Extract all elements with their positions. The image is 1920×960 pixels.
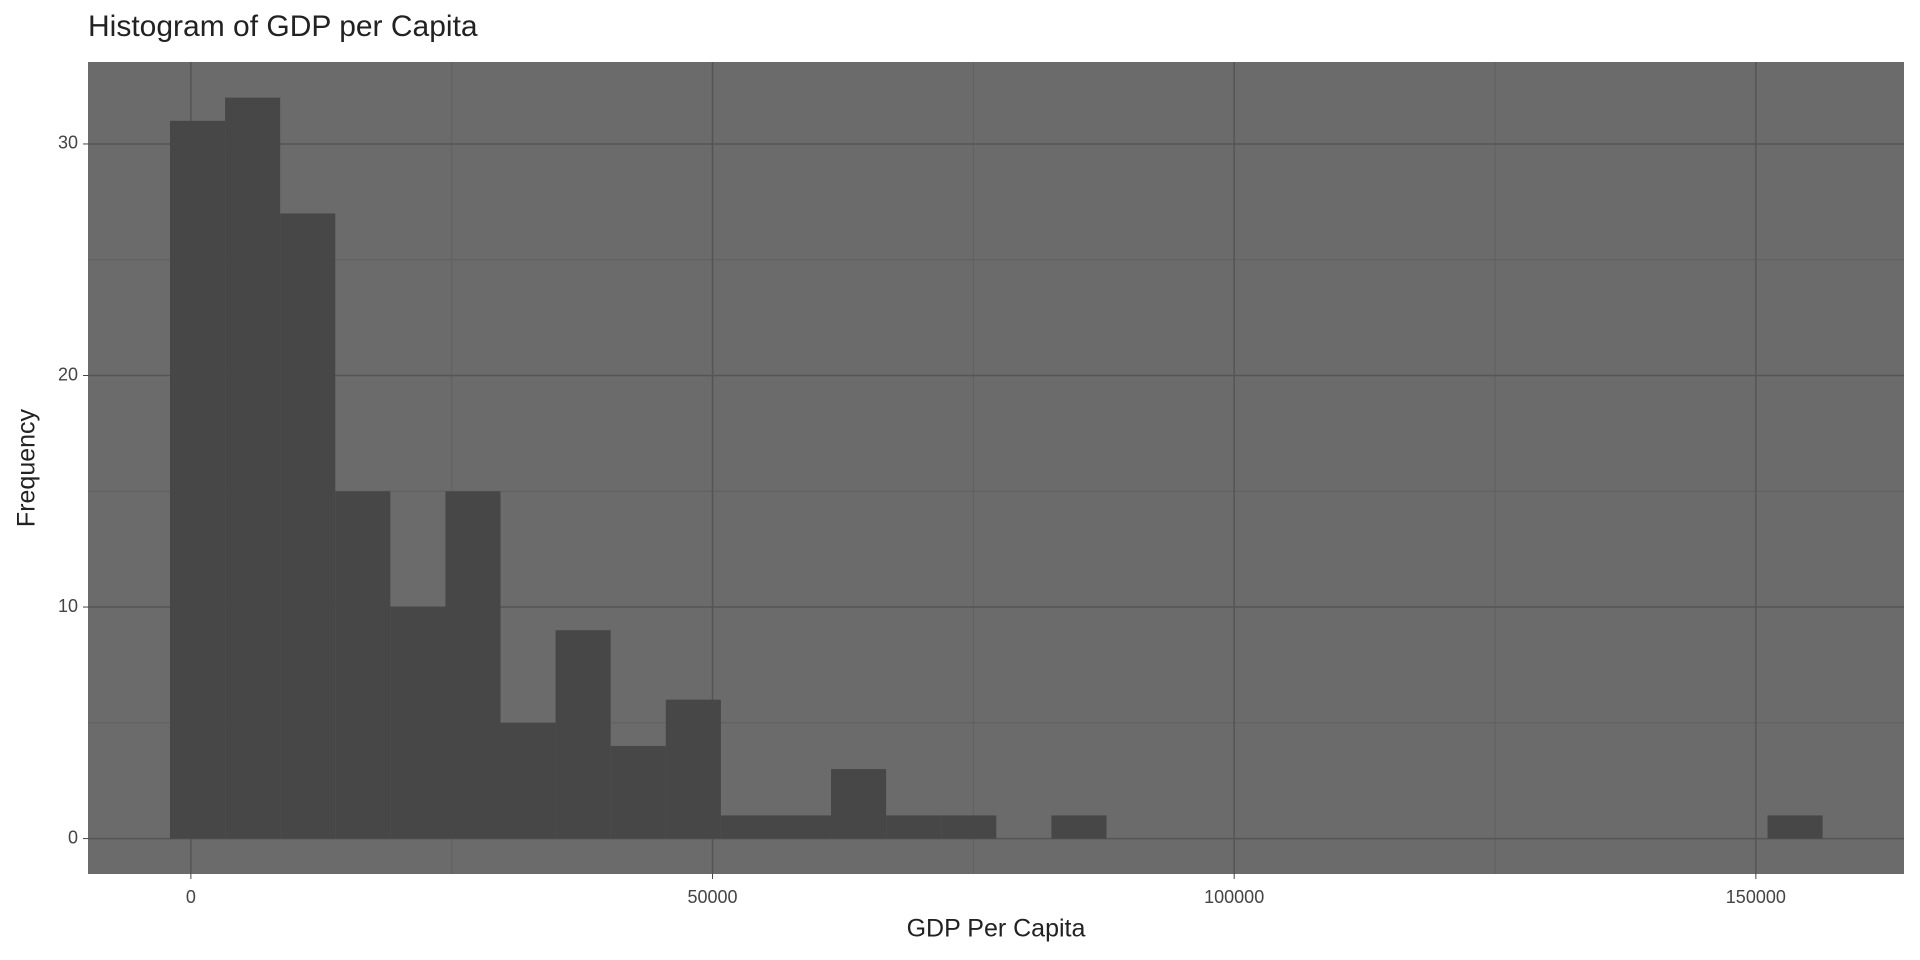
- bar: [390, 607, 446, 839]
- bar: [720, 815, 776, 839]
- bar: [886, 815, 942, 839]
- x-axis-title: GDP Per Capita: [907, 915, 1086, 943]
- x-tick-label: 150000: [1726, 887, 1786, 907]
- bar: [170, 120, 226, 839]
- bar: [225, 97, 281, 839]
- bar: [500, 722, 556, 839]
- x-tick-label: 0: [186, 887, 196, 907]
- bar: [665, 699, 721, 839]
- x-tick-label: 100000: [1204, 887, 1264, 907]
- x-tick-label: 50000: [687, 887, 737, 907]
- y-tick-label: 30: [58, 133, 78, 153]
- bar: [445, 491, 501, 839]
- bar: [280, 213, 336, 839]
- bar: [775, 815, 832, 839]
- bar: [555, 630, 611, 839]
- bar: [1767, 815, 1823, 839]
- chart-title: Histogram of GDP per Capita: [88, 10, 478, 43]
- bar: [1051, 815, 1107, 839]
- bar: [941, 815, 997, 839]
- y-tick-label: 10: [58, 596, 78, 616]
- bar: [831, 769, 887, 839]
- y-axis-title: Frequency: [13, 408, 41, 527]
- bar: [335, 491, 391, 839]
- y-tick-label: 20: [58, 364, 78, 384]
- y-tick-label: 0: [68, 827, 78, 847]
- bar: [610, 745, 666, 839]
